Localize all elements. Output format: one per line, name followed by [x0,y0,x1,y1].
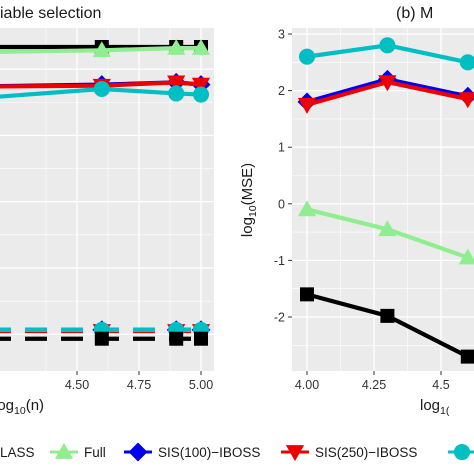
data-point-full [297,200,317,217]
y-tick-label: 1 [278,141,285,155]
data-point-full [92,41,111,58]
x-tick-label: 4.75 [127,378,151,392]
panel-b: 4.00 4.25 4.5 3 2 1 0 -1 -2 (b) M log10(MSE) lo… [239,5,474,417]
x-tick-label: 4.50 [65,378,89,392]
data-point-full [458,248,474,265]
panel-b-x-axis-label: log1( [420,397,450,417]
data-point-full [378,220,397,237]
data-point-cyan [168,85,185,102]
legend-key-full [54,442,74,459]
legend-label: LASS [0,445,35,460]
data-point-sis250 [297,97,317,114]
panel-a-x-axis-label: log10(n) [0,397,44,417]
y-tick-label: -2 [274,311,285,325]
data-point-cyan [459,54,474,71]
data-point-sis250 [167,75,186,92]
series-line-cyan [0,86,202,99]
legend-label: Full [84,445,106,460]
y-tick-label: -1 [274,254,285,268]
x-tick-label: 4.5 [432,378,449,392]
panel-b-x-ticks: 4.00 4.25 4.5 [295,371,450,392]
legend-key-sis100 [128,442,148,462]
panel-a-x-ticks: 4.50 4.75 5.00 [65,371,213,392]
data-point-cyan [192,86,210,103]
data-point-oracle [380,308,395,323]
data-point-full [191,39,211,55]
legend-label: SIS(250)−IBOSS [315,445,417,460]
data-point-cyan [298,48,316,65]
data-point-full [167,39,186,55]
panel-b-title: (b) M [396,5,433,22]
series-line-full [0,46,201,54]
series-line-sis250 [0,80,202,89]
panel-b-series [297,37,474,364]
panel-a-series [0,39,211,346]
x-tick-label: 4.25 [362,378,386,392]
legend: LASS Full SIS(100)−IBOSS SIS(250)−IBOSS [0,442,474,462]
data-point-oracle [300,287,314,302]
legend-label: SIS(100)−IBOSS [158,445,260,460]
y-tick-label: 2 [278,84,285,98]
data-point-sis250 [458,92,474,109]
legend-key-cyan [453,443,471,461]
data-point-sis250 [191,77,211,94]
panel-b-y-axis-label: log10(MSE) [239,163,259,237]
data-point-oracle [169,331,184,346]
panel-a-title: iable selection [0,5,101,22]
legend-key-sis250 [285,445,305,462]
data-point-cyan [379,37,396,54]
y-tick-label: 0 [278,197,285,211]
y-tick-label: 3 [278,28,285,42]
x-tick-label: 4.00 [295,378,319,392]
x-tick-label: 5.00 [189,378,213,392]
panel-b-y-ticks: 3 2 1 0 -1 -2 [274,28,292,325]
data-point-sis250 [378,75,397,92]
data-point-oracle [94,331,109,346]
data-point-oracle [460,349,474,364]
data-point-oracle [194,331,208,346]
data-point-cyan [93,80,110,98]
panel-a: 4.50 4.75 5.00 iable selection log10(n) [0,5,214,417]
